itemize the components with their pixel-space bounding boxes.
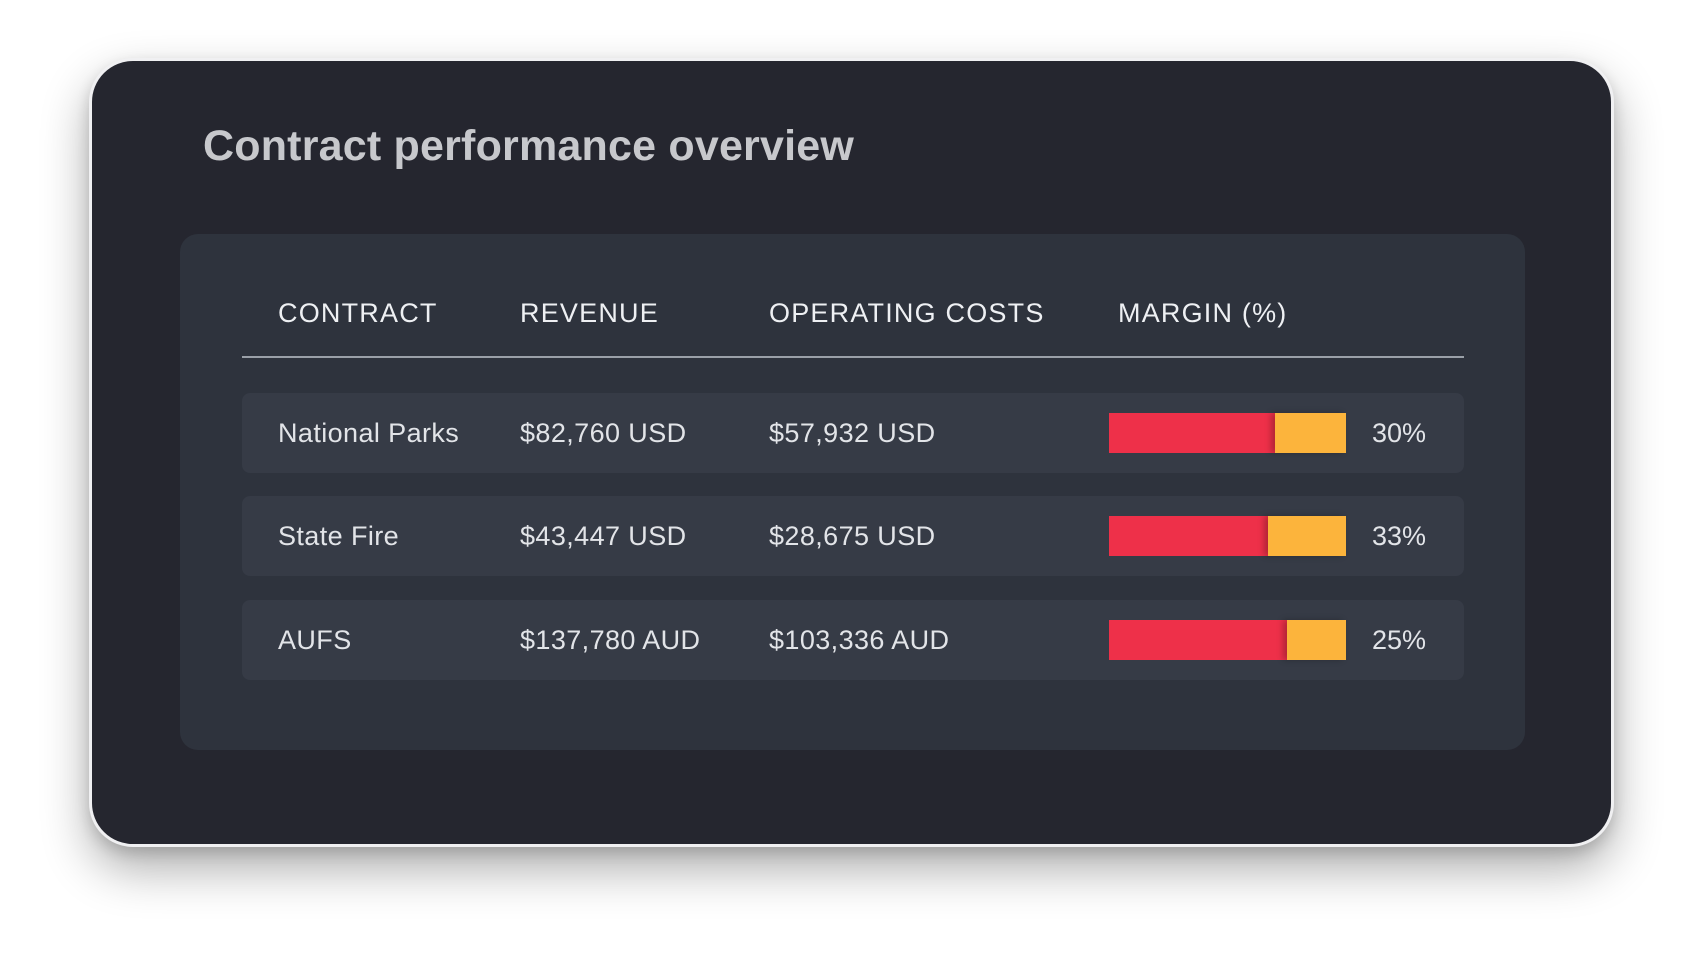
margin-bar-cost-segment [1109, 413, 1275, 453]
operating-costs-value: $103,336 AUD [769, 625, 950, 655]
revenue-value: $137,780 AUD [520, 625, 701, 655]
table-row: National Parks $82,760 USD $57,932 USD 3… [242, 393, 1464, 473]
revenue-value: $82,760 USD [520, 418, 687, 448]
margin-bar [1109, 620, 1346, 660]
column-header-operating-costs: OPERATING COSTS [769, 298, 1045, 328]
column-header-revenue: REVENUE [520, 298, 659, 328]
contract-name: AUFS [278, 625, 352, 655]
margin-bar-cost-segment [1109, 516, 1268, 556]
page-title: Contract performance overview [203, 122, 855, 170]
margin-bar [1109, 413, 1346, 453]
contract-name: State Fire [278, 521, 400, 551]
margin-bar-margin-segment [1274, 413, 1346, 453]
margin-percent: 33% [1372, 521, 1427, 551]
operating-costs-value: $57,932 USD [769, 418, 936, 448]
margin-percent: 25% [1372, 625, 1427, 655]
revenue-value: $43,447 USD [520, 521, 687, 551]
table-row: State Fire $43,447 USD $28,675 USD 33% [242, 496, 1464, 576]
column-header-margin: MARGIN (%) [1118, 298, 1288, 328]
margin-bar-margin-segment [1267, 516, 1346, 556]
operating-costs-value: $28,675 USD [769, 521, 936, 551]
margin-percent: 30% [1372, 418, 1427, 448]
column-header-contract: CONTRACT [278, 298, 438, 328]
header-divider [242, 356, 1464, 358]
margin-bar [1109, 516, 1346, 556]
contract-name: National Parks [278, 418, 460, 448]
margin-bar-cost-segment [1109, 620, 1287, 660]
table-row: AUFS $137,780 AUD $103,336 AUD 25% [242, 600, 1464, 680]
margin-bar-margin-segment [1286, 620, 1346, 660]
